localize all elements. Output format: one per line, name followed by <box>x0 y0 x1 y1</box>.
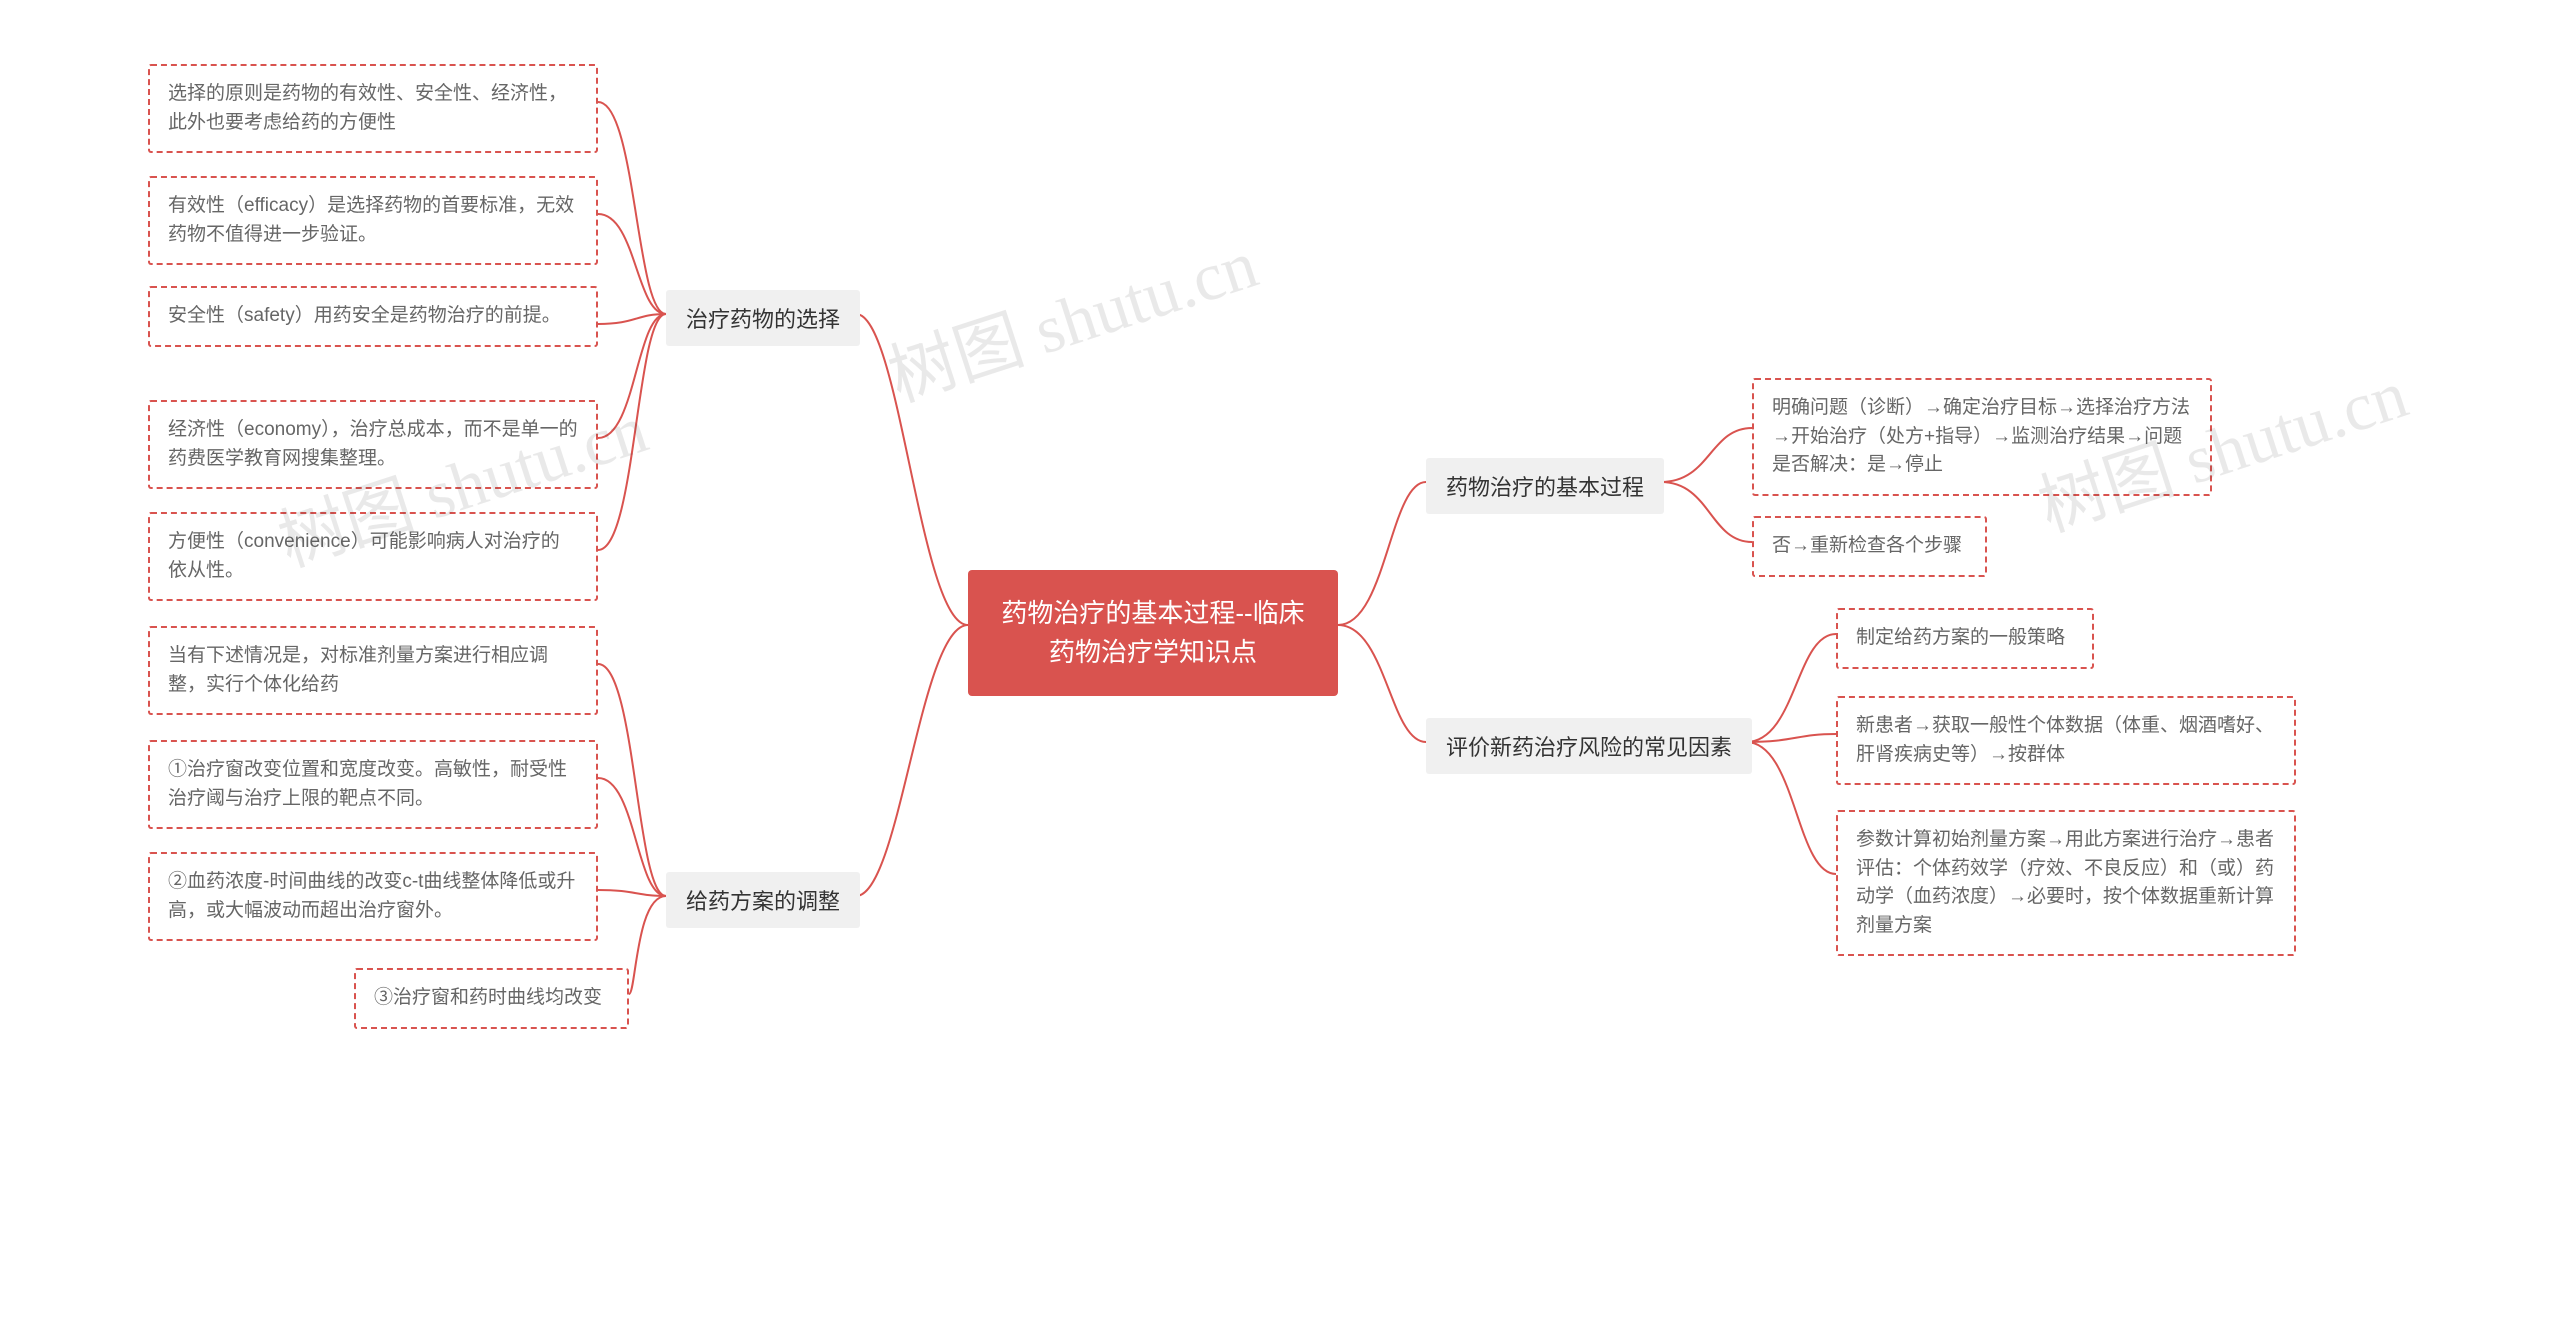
leaf-node[interactable]: 否→重新检查各个步骤 <box>1752 516 1987 577</box>
branch-dose-adjustment[interactable]: 给药方案的调整 <box>666 872 860 928</box>
branch-label: 给药方案的调整 <box>686 889 840 914</box>
leaf-node[interactable]: 经济性（economy），治疗总成本，而不是单一的药费医学教育网搜集整理。 <box>148 400 598 489</box>
leaf-node[interactable]: 参数计算初始剂量方案→用此方案进行治疗→患者评估：个体药效学（疗效、不良反应）和… <box>1836 810 2296 956</box>
leaf-text: 有效性（efficacy）是选择药物的首要标准，无效药物不值得进一步验证。 <box>168 195 574 245</box>
leaf-text: 选择的原则是药物的有效性、安全性、经济性，此外也要考虑给药的方便性 <box>168 83 567 133</box>
root-label: 药物治疗的基本过程--临床药物治疗学知识点 <box>1001 598 1304 667</box>
branch-label: 药物治疗的基本过程 <box>1446 475 1644 500</box>
leaf-node[interactable]: ①治疗窗改变位置和宽度改变。高敏性，耐受性治疗阈与治疗上限的靶点不同。 <box>148 740 598 829</box>
branch-risk-factors[interactable]: 评价新药治疗风险的常见因素 <box>1426 718 1752 774</box>
leaf-node[interactable]: 选择的原则是药物的有效性、安全性、经济性，此外也要考虑给药的方便性 <box>148 64 598 153</box>
leaf-node[interactable]: 明确问题（诊断）→确定治疗目标→选择治疗方法→开始治疗（处方+指导）→监测治疗结… <box>1752 378 2212 496</box>
leaf-node[interactable]: 安全性（safety）用药安全是药物治疗的前提。 <box>148 286 598 347</box>
root-node[interactable]: 药物治疗的基本过程--临床药物治疗学知识点 <box>968 570 1338 696</box>
leaf-text: 否→重新检查各个步骤 <box>1772 535 1962 556</box>
leaf-node[interactable]: 新患者→获取一般性个体数据（体重、烟酒嗜好、肝肾疾病史等）→按群体 <box>1836 696 2296 785</box>
branch-basic-process[interactable]: 药物治疗的基本过程 <box>1426 458 1664 514</box>
leaf-text: ①治疗窗改变位置和宽度改变。高敏性，耐受性治疗阈与治疗上限的靶点不同。 <box>168 759 567 809</box>
branch-label: 评价新药治疗风险的常见因素 <box>1446 735 1732 760</box>
leaf-text: 明确问题（诊断）→确定治疗目标→选择治疗方法→开始治疗（处方+指导）→监测治疗结… <box>1772 397 2190 475</box>
branch-label: 治疗药物的选择 <box>686 307 840 332</box>
leaf-text: 方便性（convenience）可能影响病人对治疗的依从性。 <box>168 531 560 581</box>
branch-drug-selection[interactable]: 治疗药物的选择 <box>666 290 860 346</box>
leaf-text: 制定给药方案的一般策略 <box>1856 627 2065 648</box>
watermark: 树图 shutu.cn <box>874 208 1267 420</box>
leaf-node[interactable]: 当有下述情况是，对标准剂量方案进行相应调整，实行个体化给药 <box>148 626 598 715</box>
leaf-node[interactable]: 方便性（convenience）可能影响病人对治疗的依从性。 <box>148 512 598 601</box>
leaf-text: 当有下述情况是，对标准剂量方案进行相应调整，实行个体化给药 <box>168 645 548 695</box>
leaf-node[interactable]: ③治疗窗和药时曲线均改变 <box>354 968 629 1029</box>
leaf-text: ②血药浓度-时间曲线的改变c-t曲线整体降低或升高，或大幅波动而超出治疗窗外。 <box>168 871 575 921</box>
leaf-node[interactable]: 制定给药方案的一般策略 <box>1836 608 2094 669</box>
leaf-text: 经济性（economy），治疗总成本，而不是单一的药费医学教育网搜集整理。 <box>168 419 578 469</box>
leaf-text: ③治疗窗和药时曲线均改变 <box>374 987 602 1008</box>
leaf-text: 参数计算初始剂量方案→用此方案进行治疗→患者评估：个体药效学（疗效、不良反应）和… <box>1856 829 2274 936</box>
leaf-text: 安全性（safety）用药安全是药物治疗的前提。 <box>168 305 561 326</box>
leaf-node[interactable]: 有效性（efficacy）是选择药物的首要标准，无效药物不值得进一步验证。 <box>148 176 598 265</box>
leaf-node[interactable]: ②血药浓度-时间曲线的改变c-t曲线整体降低或升高，或大幅波动而超出治疗窗外。 <box>148 852 598 941</box>
leaf-text: 新患者→获取一般性个体数据（体重、烟酒嗜好、肝肾疾病史等）→按群体 <box>1856 715 2274 765</box>
